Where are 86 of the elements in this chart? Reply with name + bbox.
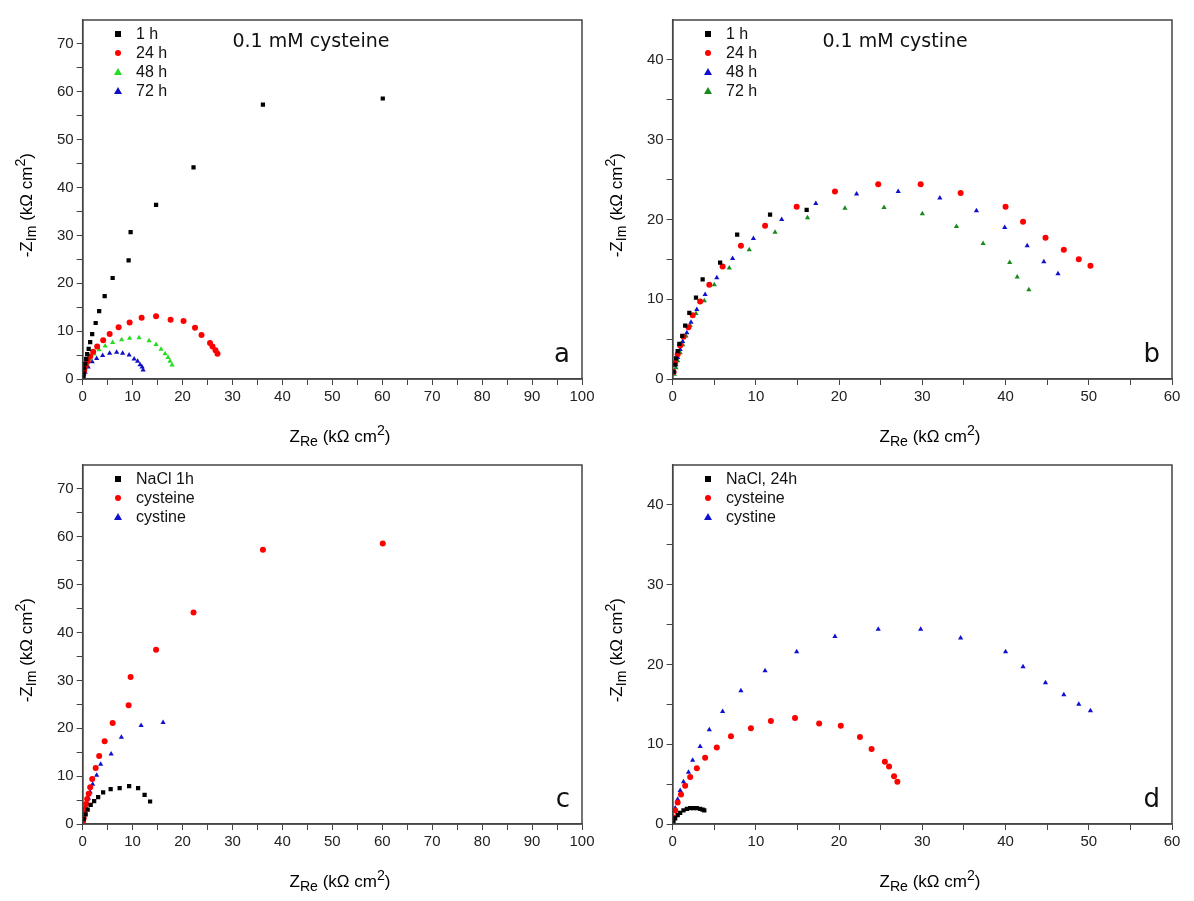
y-tick-label: 40 — [647, 50, 664, 68]
y-tick-label: 60 — [57, 526, 74, 544]
x-tick-label: 50 — [1080, 387, 1098, 405]
y-tick-label: 70 — [57, 34, 74, 52]
y-tick-label: 30 — [647, 129, 664, 147]
x-tick-label: 40 — [997, 387, 1014, 405]
y-tick-label: 10 — [57, 766, 74, 784]
y-tick-label: 0 — [655, 369, 664, 387]
x-tick-label: 40 — [997, 832, 1014, 850]
legend-label: 1 h — [136, 24, 159, 43]
x-tick-label: 0 — [668, 832, 677, 850]
x-tick-label: 30 — [914, 387, 931, 405]
y-tick-label: 0 — [65, 369, 74, 387]
y-tick-label: 10 — [647, 734, 664, 752]
y-tick-label: 30 — [647, 574, 664, 592]
legend-label: 72 h — [136, 81, 168, 100]
y-tick-label: 20 — [57, 273, 74, 291]
x-tick-label: 20 — [830, 832, 848, 850]
legend-label: cystine — [726, 507, 776, 526]
legend-label: 1 h — [726, 24, 749, 43]
x-axis-title: Z$_{Re}$ (kΩ cm$^{2}$) — [288, 421, 392, 449]
annotation: d — [1143, 782, 1160, 813]
y-tick-label: 30 — [57, 670, 74, 688]
x-tick-label: 40 — [274, 832, 291, 850]
x-tick-label: 90 — [523, 387, 541, 405]
annotation: 0.1 mM cystine — [822, 28, 968, 51]
x-tick-label: 80 — [473, 832, 491, 850]
legend-label: 24 h — [136, 43, 168, 62]
x-tick-label: 10 — [124, 387, 141, 405]
y-tick-label: 10 — [647, 289, 664, 307]
y-tick-label: 0 — [65, 814, 74, 832]
annotation: c — [555, 782, 570, 813]
x-tick-label: 50 — [1080, 832, 1098, 850]
x-tick-label: 50 — [324, 832, 341, 850]
x-tick-label: 70 — [423, 387, 441, 405]
x-tick-label: 40 — [274, 387, 291, 405]
legend-label: 48 h — [726, 62, 758, 81]
y-tick-label: 50 — [57, 574, 74, 592]
y-tick-label: 20 — [647, 209, 664, 227]
x-tick-label: 60 — [1163, 832, 1181, 850]
legend-label: 24 h — [726, 43, 758, 62]
x-tick-label: 0 — [78, 832, 87, 850]
x-tick-label: 30 — [224, 832, 241, 850]
x-tick-label: 20 — [174, 832, 191, 850]
x-tick-label: 0 — [668, 387, 677, 405]
y-tick-label: 20 — [647, 654, 664, 672]
x-tick-label: 20 — [174, 387, 191, 405]
annotation: a — [554, 337, 570, 368]
y-tick-label: 10 — [57, 321, 74, 339]
x-axis-title: Z$_{Re}$ (kΩ cm$^{2}$) — [878, 421, 982, 449]
y-tick-label: 40 — [57, 177, 74, 195]
y-tick-label: 30 — [57, 225, 74, 243]
y-tick-label: 40 — [647, 495, 664, 513]
y-tick-label: 70 — [57, 479, 74, 497]
x-tick-label: 60 — [1163, 387, 1181, 405]
y-tick-label: 20 — [57, 718, 74, 736]
x-tick-label: 60 — [373, 832, 391, 850]
x-tick-label: 20 — [830, 387, 848, 405]
legend-label: NaCl 1h — [136, 469, 194, 488]
legend-label: 48 h — [136, 62, 168, 81]
legend-label: cysteine — [136, 488, 195, 507]
y-tick-label: 60 — [57, 81, 74, 99]
x-tick-label: 90 — [523, 832, 541, 850]
annotation: 0.1 mM cysteine — [232, 28, 390, 51]
x-tick-label: 10 — [747, 832, 765, 850]
x-tick-label: 0 — [78, 387, 87, 405]
legend-label: 72 h — [726, 81, 758, 100]
x-tick-label: 10 — [124, 832, 141, 850]
x-tick-label: 10 — [747, 387, 765, 405]
y-tick-label: 50 — [57, 129, 74, 147]
x-tick-label: 100 — [569, 832, 595, 850]
x-tick-label: 30 — [224, 387, 241, 405]
y-tick-label: 40 — [57, 622, 74, 640]
legend-label: cysteine — [726, 488, 785, 507]
x-axis-title: Z$_{Re}$ (kΩ cm$^{2}$) — [288, 866, 392, 894]
legend-label: cystine — [136, 507, 186, 526]
legend-label: NaCl, 24h — [726, 469, 798, 488]
x-tick-label: 50 — [324, 387, 341, 405]
x-tick-label: 70 — [423, 832, 441, 850]
x-tick-label: 80 — [473, 387, 491, 405]
annotation: b — [1143, 337, 1160, 368]
x-tick-label: 100 — [569, 387, 595, 405]
x-tick-label: 30 — [914, 832, 931, 850]
x-axis-title: Z$_{Re}$ (kΩ cm$^{2}$) — [878, 866, 982, 894]
y-tick-label: 0 — [655, 814, 664, 832]
x-tick-label: 60 — [373, 387, 391, 405]
